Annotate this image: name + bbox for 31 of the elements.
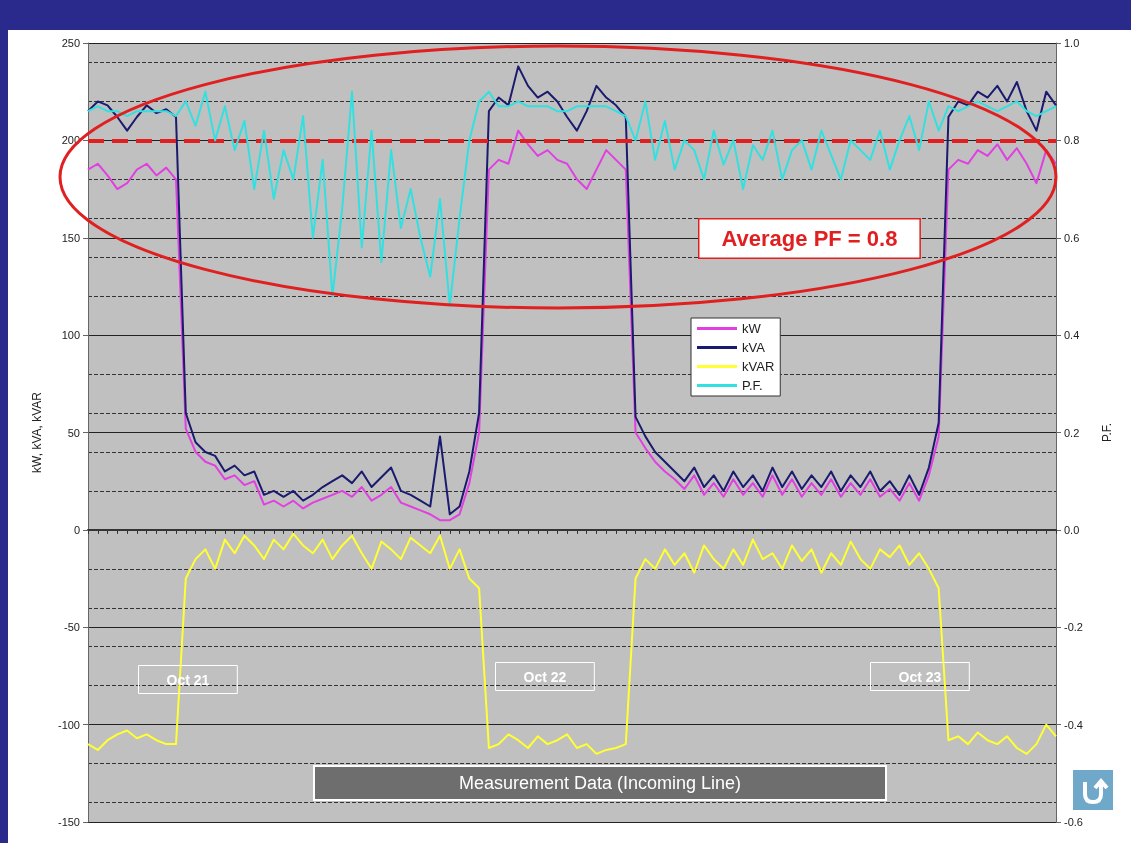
ref-line-label: Average PF = 0.8	[721, 226, 898, 251]
annotation: Oct 23	[898, 668, 942, 685]
y2-tick-label: 1.0	[1064, 37, 1080, 49]
y2-tick-label: 0.8	[1064, 134, 1080, 147]
annotation: Oct 22	[523, 668, 567, 685]
legend-label: kVA	[742, 340, 766, 355]
line-series	[87, 129, 1057, 522]
line-series	[87, 532, 1057, 755]
y2-tick-label: 0.6	[1064, 231, 1080, 244]
legend-label: P.F.	[742, 378, 763, 393]
y-tick-label: 250	[61, 37, 80, 49]
line-series	[87, 90, 1057, 307]
y-tick-label: 100	[61, 329, 80, 342]
y-tick-label: 50	[67, 426, 80, 439]
y-tick-label: -100	[57, 718, 80, 731]
y2-tick-label: 0.0	[1064, 523, 1080, 536]
y-axis-title: kW, kVA, kVAR	[30, 391, 44, 473]
y-tick-label: -50	[64, 621, 80, 634]
y-tick-label: -150	[57, 816, 80, 828]
y2-axis-title: P.F.	[1100, 422, 1114, 443]
legend-label: kW	[742, 321, 762, 336]
caption-box: Measurement Data (Incoming Line)	[313, 765, 887, 801]
y-tick-label: 0	[73, 523, 80, 536]
line-series	[87, 65, 1057, 516]
y-tick-label: 150	[61, 231, 80, 244]
legend-label: kVAR	[742, 359, 775, 374]
y2-tick-label: -0.4	[1064, 718, 1083, 731]
y2-tick-label: -0.2	[1064, 621, 1083, 634]
y2-tick-label: -0.6	[1064, 816, 1083, 828]
y2-tick-label: 0.2	[1064, 426, 1080, 439]
y2-tick-label: 0.4	[1064, 329, 1080, 342]
